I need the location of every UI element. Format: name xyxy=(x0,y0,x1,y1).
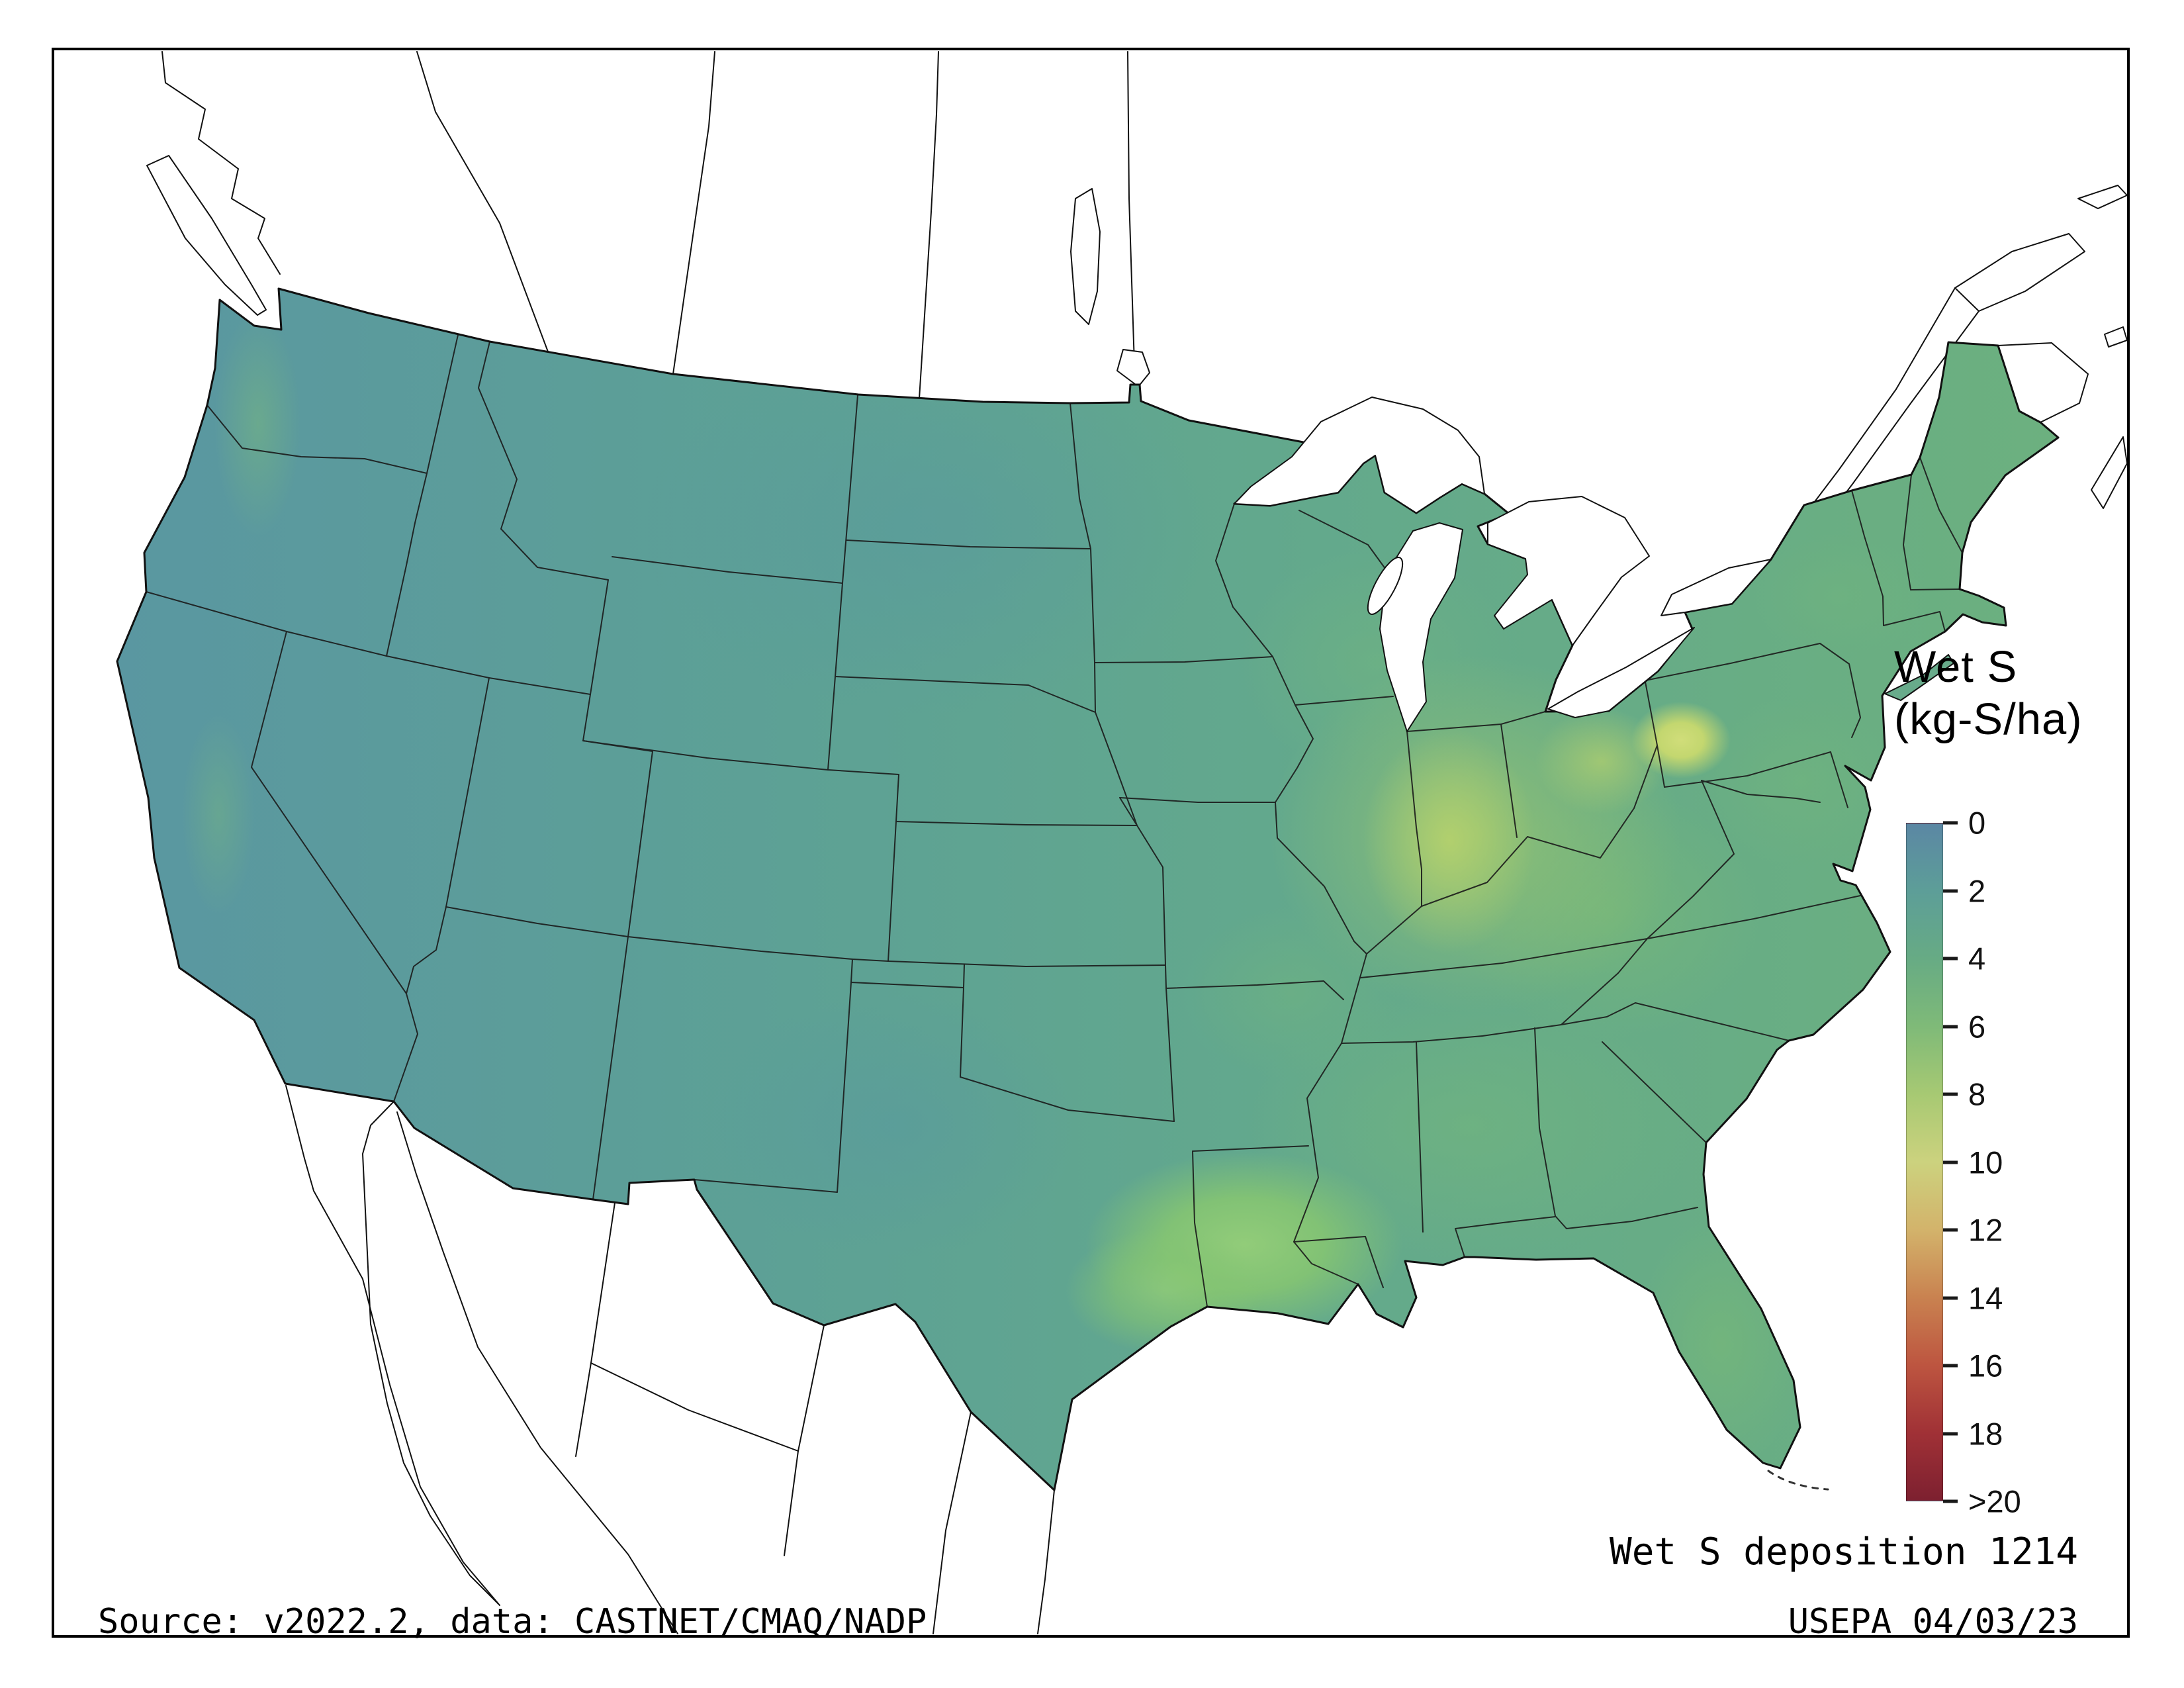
vancouver-island xyxy=(146,155,267,316)
tick-mark xyxy=(1943,821,1958,825)
anticosti-island xyxy=(2077,185,2128,209)
lake-huron xyxy=(1487,496,1650,646)
mexico-state-line-3 xyxy=(933,1411,972,1634)
tick-label: 12 xyxy=(1968,1212,2003,1248)
mexico-state-line-4 xyxy=(590,1362,799,1452)
tick-label: 8 xyxy=(1968,1076,1986,1112)
tick-label: >20 xyxy=(1968,1483,2021,1519)
mexico-state-line-1 xyxy=(575,1202,615,1457)
tick-mark xyxy=(1943,1499,1958,1503)
tick-label: 10 xyxy=(1968,1145,2003,1180)
tick-mark xyxy=(1943,1092,1958,1096)
colorbar-tick: 14 xyxy=(1943,1280,2003,1316)
tick-mark xyxy=(1943,1296,1958,1299)
mexico-state-line-2 xyxy=(784,1325,825,1556)
agency-date: USEPA 04/03/23 xyxy=(1788,1602,2078,1642)
tick-mark xyxy=(1943,1364,1958,1368)
mexico-west-coast xyxy=(396,1111,678,1634)
tick-label: 14 xyxy=(1968,1280,2003,1315)
legend-title-line1: Wet S xyxy=(1894,642,2018,692)
map-caption: Wet S deposition 1214 xyxy=(1609,1530,2078,1573)
nova-scotia xyxy=(2091,436,2128,509)
tick-label: 6 xyxy=(1968,1009,1986,1044)
canada-bc-ab-border xyxy=(416,51,549,354)
deposition-shading xyxy=(182,311,1926,1470)
gaspe-peninsula xyxy=(1954,233,2085,312)
great-lakes xyxy=(1234,397,1772,732)
tick-mark xyxy=(1943,1160,1958,1164)
lake-winnipeg xyxy=(1070,188,1101,325)
colorbar-tick: 4 xyxy=(1943,941,1985,977)
source-note: Source: v2022.2, data: CASTNET/CMAQ/NADP xyxy=(98,1602,927,1642)
tick-mark xyxy=(1943,1432,1958,1435)
lake-superior xyxy=(1234,397,1485,514)
florida-keys xyxy=(1767,1470,1829,1491)
lake-erie xyxy=(1547,627,1695,718)
tick-mark xyxy=(1943,889,1958,892)
tick-label: 16 xyxy=(1968,1348,2003,1383)
lake-of-the-woods xyxy=(1116,349,1150,387)
colorbar-gradient xyxy=(1906,823,1943,1501)
colorbar-tick: 12 xyxy=(1943,1212,2003,1248)
mexico-outline xyxy=(285,1085,1055,1634)
state-borders xyxy=(146,334,1963,1307)
canada-bc-coast xyxy=(161,51,281,275)
colorbar-tick: 10 xyxy=(1943,1144,2003,1180)
tick-label: 4 xyxy=(1968,941,1986,976)
canada-mb-on-border xyxy=(1127,51,1136,385)
baja-california xyxy=(285,1085,500,1606)
legend: Wet S (kg-S/ha) xyxy=(1894,641,2184,745)
colorbar-tick: 16 xyxy=(1943,1348,2003,1384)
green-bay xyxy=(1367,557,1404,615)
lake-ontario xyxy=(1661,559,1772,616)
colorbar: 0 2 4 6 8 10 12 14 16 18 >20 xyxy=(1906,806,2124,1519)
new-brunswick xyxy=(1997,342,2089,423)
colorbar-tick: 18 xyxy=(1943,1415,2003,1452)
colorbar-tick: 6 xyxy=(1943,1008,1985,1045)
tick-mark xyxy=(1943,1228,1958,1232)
canada-ab-sk-border xyxy=(672,51,715,375)
tick-mark xyxy=(1943,1025,1958,1028)
prince-edward-island xyxy=(2104,326,2128,348)
colorbar-tick: >20 xyxy=(1943,1483,2021,1520)
tick-label: 2 xyxy=(1968,873,1986,908)
colorbar-tick: 2 xyxy=(1943,872,1985,909)
canada-sk-mb-border xyxy=(919,51,939,399)
colorbar-tick: 0 xyxy=(1943,805,1985,841)
colorbar-tick: 8 xyxy=(1943,1076,1985,1113)
legend-title-line2: (kg-S/ha) xyxy=(1894,694,2083,745)
tick-mark xyxy=(1943,957,1958,961)
tick-label: 18 xyxy=(1968,1416,2003,1451)
tick-label: 0 xyxy=(1968,805,1986,841)
long-island xyxy=(1884,654,1954,701)
mexico-east-coast xyxy=(1037,1489,1055,1634)
